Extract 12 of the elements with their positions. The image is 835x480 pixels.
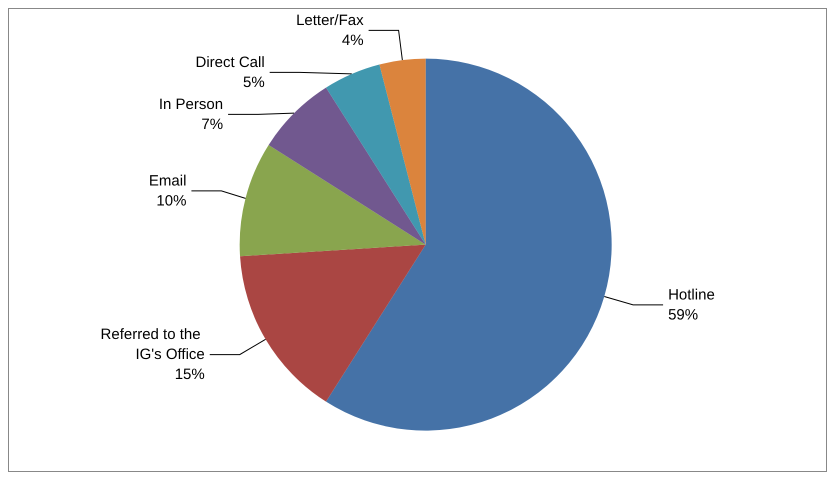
slice-label: In Person	[158, 96, 224, 113]
data-label: 7%	[201, 116, 224, 133]
data-label: 15%	[174, 366, 205, 384]
slice-label: Referred to the IG's Office	[100, 326, 205, 364]
data-label: 10%	[156, 192, 186, 210]
slice-label: Hotline	[668, 286, 715, 304]
slice-label: Letter/Fax	[296, 12, 364, 29]
data-label: 4%	[342, 32, 364, 49]
data-label: 59%	[668, 306, 698, 324]
slice-label: Direct Call	[195, 54, 265, 71]
slice-label: Email	[148, 172, 186, 190]
data-label: 5%	[242, 74, 265, 91]
